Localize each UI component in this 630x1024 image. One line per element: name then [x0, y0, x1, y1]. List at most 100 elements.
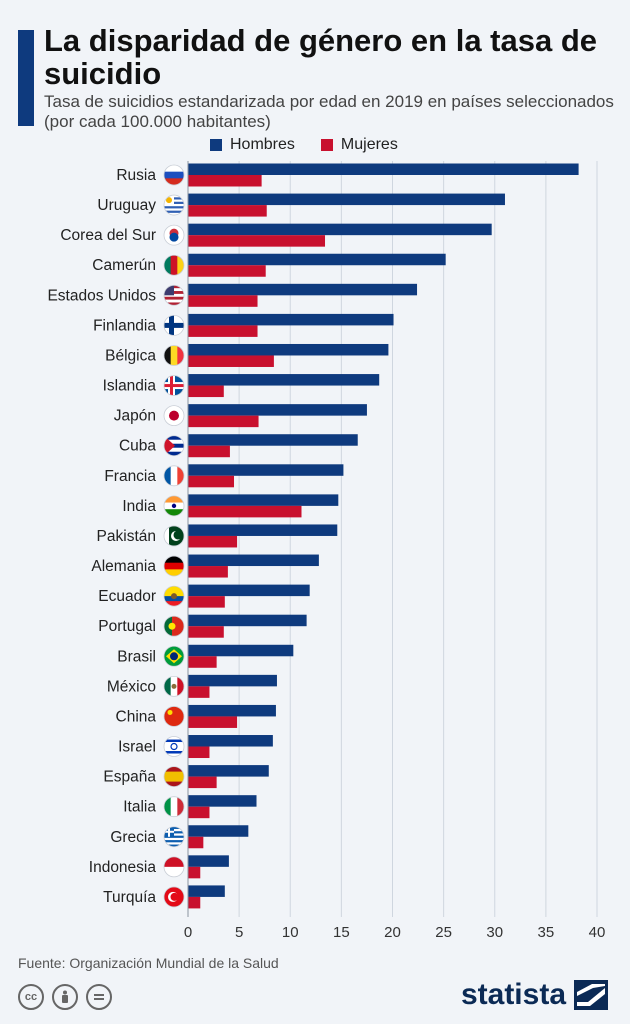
- flag-turkey-icon: [163, 886, 185, 908]
- source-note: Fuente: Organización Mundial de la Salud: [18, 955, 279, 971]
- bar-women: [188, 325, 258, 337]
- statista-logo[interactable]: statista: [461, 978, 608, 1012]
- bar-women: [188, 355, 274, 367]
- bar-men: [188, 795, 257, 807]
- category-label: Indonesia: [89, 859, 157, 876]
- flag-mexico-icon: [163, 675, 185, 697]
- x-tick-label: 35: [538, 924, 555, 941]
- bar-men: [188, 644, 294, 657]
- x-tick-label: 20: [384, 924, 401, 941]
- bar-men: [188, 343, 389, 356]
- bar-women: [188, 175, 262, 187]
- bar-men: [188, 434, 358, 446]
- no-derivatives-icon[interactable]: [86, 984, 112, 1010]
- category-label: Italia: [123, 799, 156, 816]
- flag-south-korea-icon: [163, 224, 185, 246]
- flag-cuba-icon: [163, 435, 185, 457]
- x-tick-label: 0: [184, 924, 192, 941]
- title-accent-bar: [18, 30, 34, 126]
- category-label: Bélgica: [105, 347, 156, 364]
- category-label: Turquía: [103, 889, 156, 906]
- brand-name: statista: [460, 978, 566, 1011]
- category-label: Grecia: [110, 829, 156, 846]
- bar-women: [188, 445, 230, 458]
- cc-icon[interactable]: cc: [18, 984, 44, 1010]
- bar-men: [188, 885, 225, 897]
- bar-women: [188, 205, 267, 217]
- category-label: Alemania: [91, 558, 156, 575]
- bar-men: [188, 494, 339, 506]
- bar-men: [188, 704, 276, 717]
- bar-women: [188, 385, 224, 398]
- bar-chart: 0 5 10 15 20 25 30 35 40 Rusia Uruguay Corea del Su…: [47, 161, 606, 941]
- flag-iceland-icon: [163, 375, 185, 396]
- bar-men: [188, 283, 418, 296]
- category-label: Corea del Sur: [60, 227, 156, 244]
- category-label: China: [116, 708, 157, 725]
- category-label: Pakistán: [97, 528, 156, 545]
- category-label: Estados Unidos: [47, 287, 156, 304]
- bar-women: [188, 776, 217, 789]
- category-label: Uruguay: [97, 197, 156, 214]
- bar-women: [188, 716, 238, 728]
- category-label: Ecuador: [98, 588, 156, 605]
- flag-brazil-icon: [163, 645, 185, 667]
- bar-women: [188, 626, 224, 638]
- category-label: Japón: [114, 408, 156, 425]
- bar-women: [188, 806, 210, 819]
- bar-men: [188, 765, 269, 777]
- bar-men: [188, 223, 492, 236]
- bar-women: [188, 475, 235, 488]
- bar-women: [188, 415, 259, 428]
- category-label: Islandia: [103, 378, 157, 395]
- bar-men: [188, 524, 338, 536]
- license-icons: cc: [18, 984, 112, 1010]
- category-label: Rusia: [116, 167, 156, 184]
- category-label: México: [107, 678, 156, 695]
- bar-men: [188, 404, 367, 416]
- flag-cameroon-icon: [163, 254, 185, 276]
- bar-men: [188, 855, 229, 867]
- category-label: Finlandia: [93, 317, 156, 334]
- flag-france-icon: [163, 465, 185, 487]
- bar-women: [188, 866, 201, 879]
- attribution-icon[interactable]: [52, 984, 78, 1010]
- flag-china-icon: [163, 706, 185, 727]
- bar-women: [188, 836, 204, 849]
- bar-men: [188, 825, 249, 837]
- bar-men: [188, 163, 579, 175]
- x-tick-label: 40: [589, 924, 606, 941]
- flag-russia-icon: [163, 164, 185, 186]
- statista-mark-icon: [574, 980, 608, 1010]
- bar-women: [188, 746, 210, 759]
- bar-men: [188, 374, 380, 386]
- category-label: Brasil: [117, 648, 156, 665]
- bar-women: [188, 235, 326, 247]
- flag-japan-icon: [163, 405, 185, 427]
- bar-women: [188, 686, 210, 698]
- bar-men: [188, 584, 310, 597]
- chart-subtitle: Tasa de suicidios estandarizada por edad…: [44, 92, 614, 131]
- flag-israel-icon: [163, 736, 185, 757]
- category-label: Cuba: [119, 438, 156, 455]
- flag-finland-icon: [163, 314, 185, 336]
- bar-women: [188, 295, 258, 307]
- x-tick-label: 5: [235, 924, 243, 941]
- bar-women: [188, 656, 217, 668]
- bar-women: [188, 566, 228, 578]
- category-label: Israel: [118, 739, 156, 756]
- bar-men: [188, 735, 273, 747]
- legend-item-women: Mujeres: [320, 136, 398, 154]
- flag-usa-icon: [163, 284, 185, 306]
- bar-women: [188, 535, 238, 548]
- bar-women: [188, 596, 225, 608]
- x-tick-label: 10: [282, 924, 299, 941]
- bar-women: [188, 896, 201, 909]
- legend-swatch-women: [320, 139, 333, 151]
- category-label: Camerún: [92, 257, 156, 274]
- flag-greece-icon: [163, 826, 185, 848]
- x-tick-label: 15: [333, 924, 350, 941]
- x-tick-label: 30: [486, 924, 503, 941]
- category-label: Portugal: [98, 618, 156, 635]
- bar-men: [188, 253, 446, 266]
